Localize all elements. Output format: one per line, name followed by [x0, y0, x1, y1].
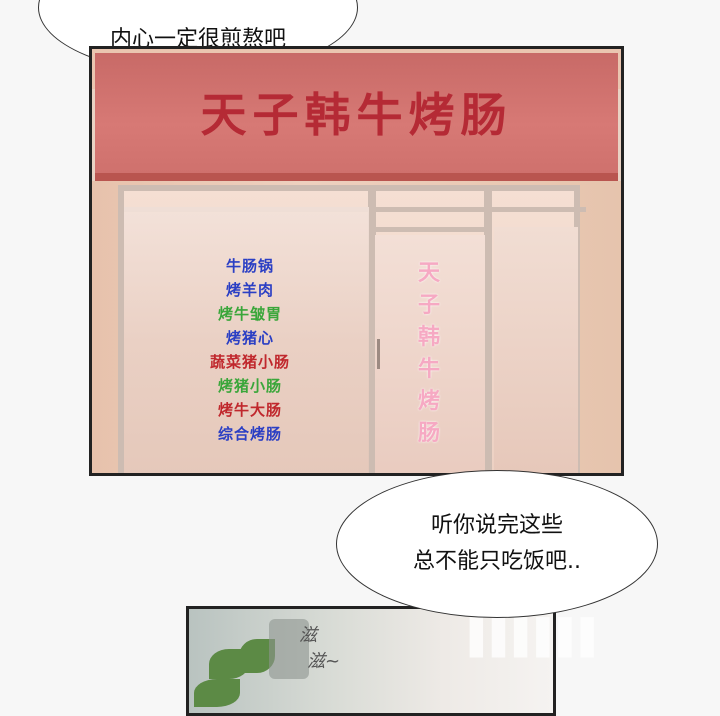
shop-door	[375, 235, 485, 473]
shop-signboard: 天子韩牛烤肠	[95, 53, 618, 181]
menu-item: 综合烤肠	[217, 425, 283, 443]
shop-window-left	[124, 207, 369, 473]
sfx-line-1: 滋	[299, 625, 317, 646]
door-letter: 韩	[418, 325, 441, 350]
menu-item: 烤牛大肠	[217, 401, 283, 419]
door-letter: 烤	[418, 389, 441, 414]
door-handle	[377, 339, 380, 369]
menu-item: 烤猪心	[225, 329, 275, 347]
speech-text-line-2: 总不能只吃饭吧..	[413, 549, 581, 574]
menu-item: 烤猪小肠	[217, 377, 283, 395]
sfx-line-2: 滋~	[307, 651, 341, 672]
comic-panel-grill: 滋 滋~	[186, 606, 556, 716]
sizzle-sfx: 滋 滋~	[299, 623, 340, 675]
speech-text-line-1: 听你说完这些	[430, 513, 563, 538]
comic-panel-storefront: 天子韩牛烤肠 牛肠锅烤羊肉烤牛皱胃烤猪心蔬菜猪小肠烤猪小肠烤牛大肠综合烤肠 天子…	[89, 46, 624, 476]
watermark-blocks: ▌▌▌▌▌▌	[470, 618, 607, 658]
door-letter: 天	[418, 261, 441, 286]
door-letter: 子	[418, 293, 441, 318]
shop-window-right	[494, 227, 578, 473]
lettuce-leaf	[194, 679, 240, 707]
door-letter: 牛	[418, 357, 441, 382]
speech-bubble-bottom: 听你说完这些 总不能只吃饭吧..	[336, 470, 658, 618]
menu-item: 烤羊肉	[225, 281, 275, 299]
menu-item: 烤牛皱胃	[217, 305, 283, 323]
menu-item: 蔬菜猪小肠	[209, 353, 291, 371]
menu-item: 牛肠锅	[225, 257, 275, 275]
shop-sign-title: 天子韩牛烤肠	[200, 88, 513, 142]
cup	[269, 619, 309, 679]
door-letter: 肠	[418, 421, 441, 446]
